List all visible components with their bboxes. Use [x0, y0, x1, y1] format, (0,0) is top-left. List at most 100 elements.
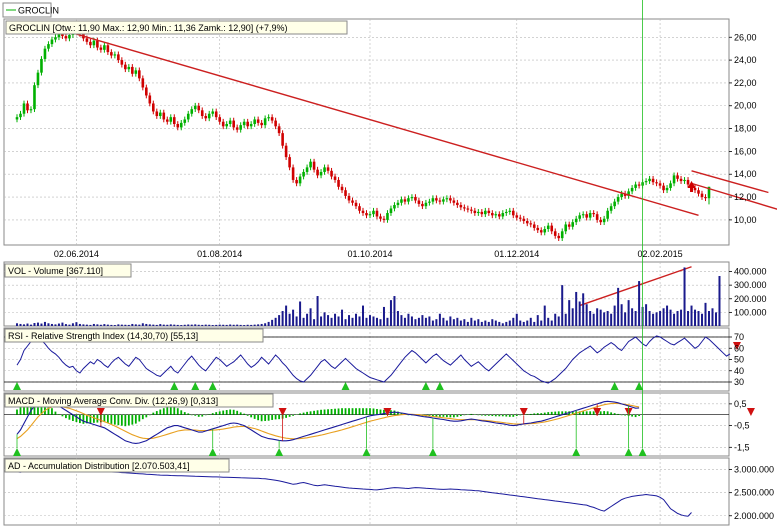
volume-bar — [414, 319, 417, 326]
volume-bar — [365, 317, 368, 326]
signal-markers — [13, 0, 755, 456]
volume-bar — [564, 313, 567, 326]
macd-hist-bar — [372, 408, 375, 415]
price-tick-label: 22,00 — [734, 78, 757, 88]
volume-bar — [547, 317, 550, 326]
candle-body — [669, 183, 672, 188]
volume-bar — [344, 319, 347, 326]
macd-hist-bar — [480, 414, 483, 416]
candle-body — [319, 171, 323, 176]
x-tick-labels: 02.06.2014 01.08.2014 01.10.2014 01.12.2014… — [54, 249, 683, 259]
macd-hist-bar — [302, 412, 305, 415]
volume-bar — [540, 320, 543, 326]
x-tick-label: 02.02.2015 — [638, 249, 683, 259]
macd-hist-bar — [299, 413, 301, 415]
candle-body — [508, 210, 512, 212]
macd-hist-bar — [204, 414, 207, 416]
macd-hist-bar — [187, 413, 190, 415]
volume-panel-title: VOL - Volume [367.110] — [4, 263, 132, 278]
macd-hist-bar — [313, 410, 315, 415]
candle-body — [491, 213, 494, 216]
volume-bar — [714, 312, 717, 326]
candle-body — [354, 202, 358, 207]
candle-body — [284, 145, 288, 158]
volume-bar — [683, 267, 686, 326]
macd-hist-bar — [494, 414, 497, 417]
macd-hist-bar — [599, 411, 602, 415]
volume-bar — [36, 322, 39, 326]
candle-body — [152, 103, 155, 112]
macd-hist-bar — [435, 414, 438, 417]
volume-bar — [456, 317, 459, 326]
candle-body — [655, 182, 658, 184]
volume-bar — [718, 276, 721, 326]
volume-bar — [417, 317, 420, 326]
ad-panel-title: AD - Accumulation Distribution [2.070.50… — [4, 458, 230, 473]
volume-bar — [180, 325, 183, 326]
macd-hist-bar — [508, 414, 511, 417]
candle-body — [389, 208, 393, 214]
candle-body — [85, 38, 89, 42]
candle-body — [298, 176, 302, 184]
candle-body — [463, 207, 466, 209]
macd-hist-bar — [152, 412, 155, 415]
candle-body — [110, 52, 113, 56]
macd-hist-bar — [341, 408, 343, 415]
macd-hist-bar — [159, 409, 162, 415]
macd-hist-bar — [397, 411, 399, 415]
volume-bar — [337, 316, 340, 326]
macd-hist-bar — [463, 414, 466, 416]
candle-body — [396, 202, 400, 206]
macd-hist-bar — [180, 410, 183, 415]
macd-hist-bar — [543, 412, 546, 415]
volume-bar — [379, 319, 382, 326]
macd-hist-bar — [218, 411, 221, 415]
volume-bar — [267, 321, 270, 326]
candle-body — [648, 178, 651, 182]
candle-body — [330, 170, 333, 177]
macd-hist-bar — [236, 410, 239, 415]
volume-bar — [701, 313, 704, 326]
volume-bar — [690, 305, 693, 326]
candle-body — [421, 203, 424, 207]
macd-buy-marker — [428, 448, 437, 456]
candle-body — [574, 218, 578, 223]
macd-buy-marker — [638, 448, 647, 456]
candle-body — [68, 34, 71, 39]
volume-bar — [431, 320, 434, 326]
volume-bar — [491, 319, 494, 326]
volume-bar — [194, 324, 197, 326]
volume-bar — [711, 308, 714, 326]
macd-hist-bar — [260, 414, 263, 422]
volume-bar — [372, 316, 375, 326]
macd-buy-marker — [13, 448, 21, 456]
macd-panel-title: MACD - Moving Average Conv. Div. (12,26,… — [4, 393, 274, 408]
macd-hist-bar — [547, 412, 550, 415]
volume-bar — [522, 321, 525, 326]
volume-bar — [218, 324, 221, 326]
candle-body — [47, 44, 50, 49]
volume-bar — [236, 324, 239, 326]
rsi-line — [16, 335, 731, 384]
macd-hist-bar — [211, 413, 214, 415]
macd-hist-bar — [106, 414, 109, 424]
volume-bar — [61, 322, 64, 326]
volume-bar — [355, 313, 358, 326]
volume-bar — [271, 319, 274, 326]
volume-bar — [442, 317, 445, 326]
macd-hist-bar — [120, 414, 123, 426]
macd-hist-bar — [316, 410, 319, 415]
volume-bar — [40, 323, 43, 326]
channel-upper-line — [691, 170, 769, 194]
macd-hist-bar — [169, 406, 172, 415]
volume-bar — [264, 323, 267, 326]
volume-bar — [708, 311, 710, 326]
macd-hist-bar — [72, 414, 74, 421]
volume-bar — [323, 312, 326, 326]
volume-bar — [617, 287, 620, 326]
candle-body — [470, 209, 473, 211]
volume-bar — [89, 324, 92, 326]
candle-body — [358, 206, 361, 211]
volume-bar — [435, 319, 438, 326]
volume-bar — [519, 320, 522, 326]
